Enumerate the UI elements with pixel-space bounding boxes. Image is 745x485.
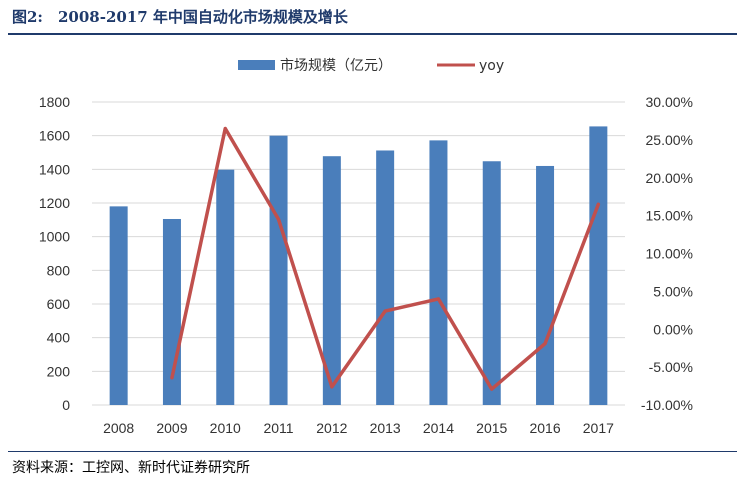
yoy-series xyxy=(170,126,601,391)
bar xyxy=(216,169,235,405)
bar xyxy=(429,140,448,405)
x-tick-label: 2014 xyxy=(423,420,454,436)
right-tick-label: 5.00% xyxy=(653,283,693,299)
yoy-point xyxy=(383,309,387,313)
legend: 市场规模（亿元） yoy xyxy=(238,57,504,74)
left-tick-label: 1000 xyxy=(39,229,70,245)
right-tick-label: -10.00% xyxy=(641,397,693,413)
title-rule xyxy=(8,33,737,35)
bar-series xyxy=(109,126,608,406)
figure-title: 图2: 2008-2017 年中国自动化市场规模及增长 xyxy=(12,8,348,26)
right-axis-ticks: -10.00% -5.00% 0.00% 5.00% 10.00% 15.00% 20.00… xyxy=(641,94,693,413)
x-tick-label: 2013 xyxy=(370,420,401,436)
x-tick-label: 2016 xyxy=(529,420,560,436)
yoy-point xyxy=(436,297,440,301)
bar xyxy=(109,206,128,405)
left-tick-label: 0 xyxy=(62,397,70,413)
x-tick-label: 2017 xyxy=(583,420,614,436)
right-tick-label: 20.00% xyxy=(646,170,693,186)
bar xyxy=(322,156,341,405)
x-axis-ticks: 2008 2009 2010 2011 2012 2013 2014 2015 2016 2017 xyxy=(103,420,614,436)
left-tick-label: 800 xyxy=(47,262,71,278)
yoy-point xyxy=(170,376,174,380)
x-tick-label: 2015 xyxy=(476,420,507,436)
legend-line-label: yoy xyxy=(479,58,504,74)
right-tick-label: 0.00% xyxy=(653,321,693,337)
right-tick-label: 25.00% xyxy=(646,132,693,148)
x-tick-label: 2012 xyxy=(316,420,347,436)
yoy-point xyxy=(223,127,227,131)
left-axis-ticks: 0 200 400 600 800 1000 1200 1400 1600 1800 xyxy=(39,94,70,413)
right-tick-label: 15.00% xyxy=(646,208,693,224)
source-rule xyxy=(8,451,737,452)
yoy-point xyxy=(330,385,334,389)
source-note: 资料来源：工控网、新时代证券研究所 xyxy=(12,460,250,476)
yoy-point xyxy=(277,217,281,221)
legend-bar-label: 市场规模（亿元） xyxy=(280,57,392,74)
left-tick-label: 1800 xyxy=(39,94,70,110)
bar xyxy=(589,126,608,406)
left-tick-label: 600 xyxy=(47,296,71,312)
left-tick-label: 200 xyxy=(47,363,71,379)
left-tick-label: 400 xyxy=(47,330,71,346)
yoy-point xyxy=(490,387,494,391)
bar xyxy=(376,150,395,405)
left-tick-label: 1400 xyxy=(39,161,70,177)
yoy-point xyxy=(596,202,600,206)
right-tick-label: 30.00% xyxy=(646,94,693,110)
left-tick-label: 1600 xyxy=(39,128,70,144)
right-tick-label: 10.00% xyxy=(646,246,693,262)
legend-bar-swatch xyxy=(238,60,275,70)
left-tick-label: 1200 xyxy=(39,195,70,211)
x-tick-label: 2011 xyxy=(263,420,293,436)
x-tick-label: 2008 xyxy=(103,420,134,436)
bar xyxy=(269,135,288,405)
right-tick-label: -5.00% xyxy=(649,359,693,375)
yoy-point xyxy=(543,342,547,346)
x-tick-label: 2010 xyxy=(210,420,241,436)
bar xyxy=(536,165,555,405)
bar xyxy=(482,161,501,405)
x-tick-label: 2009 xyxy=(156,420,187,436)
